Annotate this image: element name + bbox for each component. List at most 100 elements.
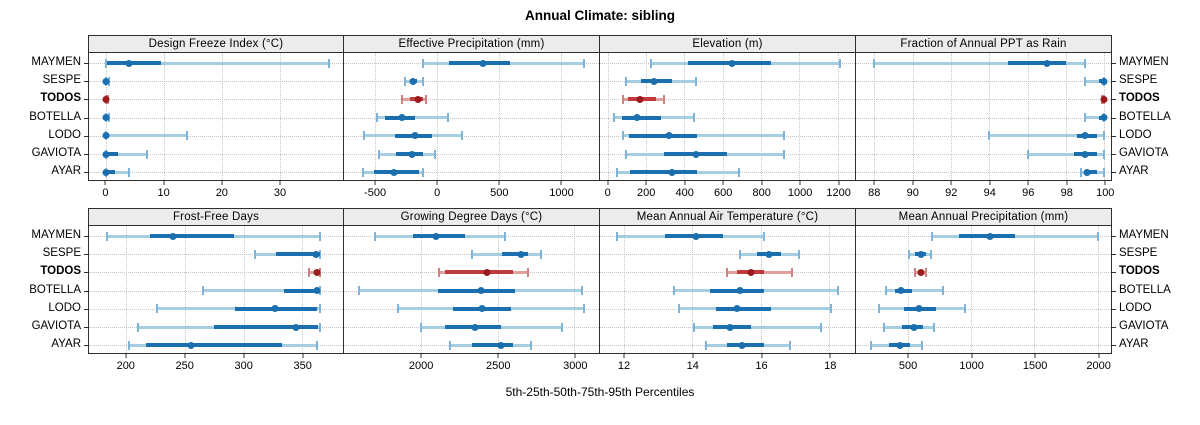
whisker-band [1085, 116, 1105, 120]
tick-mark [279, 181, 281, 185]
tick-mark [761, 181, 763, 185]
row-tick [1112, 345, 1116, 347]
whisker-cap [581, 286, 584, 296]
grid-line [989, 53, 991, 180]
iqr-bar [106, 152, 118, 156]
site-label: LODO [1119, 128, 1152, 141]
tick-mark [907, 354, 909, 358]
median-dot [1081, 150, 1089, 158]
whisker-cap [461, 131, 464, 141]
tick-mark [829, 354, 831, 358]
tick-mark [722, 181, 724, 185]
median-dot [636, 95, 644, 103]
whisker-cap [318, 231, 321, 241]
row-tick [1112, 290, 1116, 292]
tick-mark [950, 181, 952, 185]
iqr-bar [146, 343, 283, 348]
site-label: LODO [1119, 301, 1152, 314]
whisker-cap [649, 58, 652, 68]
site-label: MAYMEN [1119, 229, 1169, 241]
whisker-cap [470, 249, 473, 259]
whisker-cap [870, 340, 873, 350]
whisker-cap [373, 231, 376, 241]
row-tick [84, 308, 88, 310]
whisker-cap [105, 58, 108, 68]
site-label: GAVIOTA [1119, 147, 1169, 159]
row-tick [1112, 308, 1116, 310]
tick-mark [761, 354, 762, 358]
whisker-cap [783, 131, 786, 141]
tick-label: 800 [752, 187, 771, 199]
median-dot [187, 341, 195, 349]
tick-label: -500 [364, 187, 387, 199]
site-label: MAYMEN [31, 229, 81, 241]
median-dot [471, 323, 479, 331]
row-tick [1112, 63, 1116, 64]
tick-label: 18 [824, 360, 837, 372]
panel-x-axis: 0 10 20 30 [88, 181, 344, 203]
tick-mark [420, 354, 422, 358]
site-label: GAVIOTA [31, 320, 81, 332]
site-label: SESPE [1119, 74, 1158, 87]
median-dot [1083, 168, 1091, 176]
grid-line [971, 226, 973, 353]
iqr-bar [448, 61, 511, 65]
chart-band: MAYMEN SESPE TODOS BOTELLA LODO GAVIOTA AYAR De… [0, 35, 1200, 203]
row-guide-line [344, 154, 599, 155]
grid-line [279, 53, 281, 180]
iqr-bar [502, 252, 529, 257]
whisker-band [989, 134, 1105, 138]
row-tick [84, 327, 88, 328]
median-dot [692, 232, 700, 240]
panel-title: Elevation (m) [692, 38, 763, 50]
row-guide-line [856, 172, 1111, 174]
row-tick [84, 290, 88, 292]
tick-mark [498, 181, 500, 185]
row-guide-line [856, 99, 1111, 101]
row-guide-line [856, 345, 1111, 347]
whisker-cap [155, 304, 158, 314]
whisker-cap [539, 249, 542, 259]
tick-mark [838, 181, 840, 185]
whisker-cap [1080, 167, 1083, 177]
row-tick [1112, 272, 1116, 274]
tick-mark [684, 181, 686, 185]
median-dot [414, 95, 422, 103]
median-dot [169, 232, 177, 240]
median-dot [726, 323, 734, 331]
whisker-cap [613, 113, 616, 123]
tick-label: 500 [898, 360, 918, 372]
whisker-cap [913, 267, 916, 277]
median-dot [738, 341, 746, 349]
whisker-cap [616, 167, 619, 177]
tick-label: 1200 [826, 187, 851, 199]
median-dot [897, 287, 905, 295]
site-label: TODOS [1119, 265, 1160, 278]
median-dot [1100, 77, 1108, 85]
grid-line [874, 53, 876, 180]
whisker-cap [677, 304, 680, 314]
whisker-cap [988, 131, 991, 141]
site-label: GAVIOTA [1119, 320, 1169, 332]
whisker-cap [127, 340, 130, 350]
tick-label: 2000 [1086, 360, 1111, 372]
row-tick [1112, 154, 1116, 155]
whisker-cap [433, 149, 436, 159]
panel-header: Mean Annual Air Temperature (°C) [600, 208, 856, 226]
iqr-bar [276, 252, 320, 257]
median-dot [313, 287, 321, 295]
whisker-cap [942, 286, 945, 296]
whisker-cap [783, 149, 786, 159]
whisker-cap [624, 76, 627, 86]
tick-mark [560, 181, 562, 185]
median-dot [986, 232, 994, 240]
whisker-cap [908, 249, 911, 259]
whisker-cap [1084, 113, 1087, 123]
tick-label: 90 [906, 187, 919, 199]
row-tick [84, 272, 88, 274]
whisker-cap [838, 58, 841, 68]
row-tick [84, 99, 88, 101]
iqr-bar [471, 343, 513, 348]
tick-label: 12 [617, 360, 631, 372]
whisker-band [1027, 152, 1105, 156]
